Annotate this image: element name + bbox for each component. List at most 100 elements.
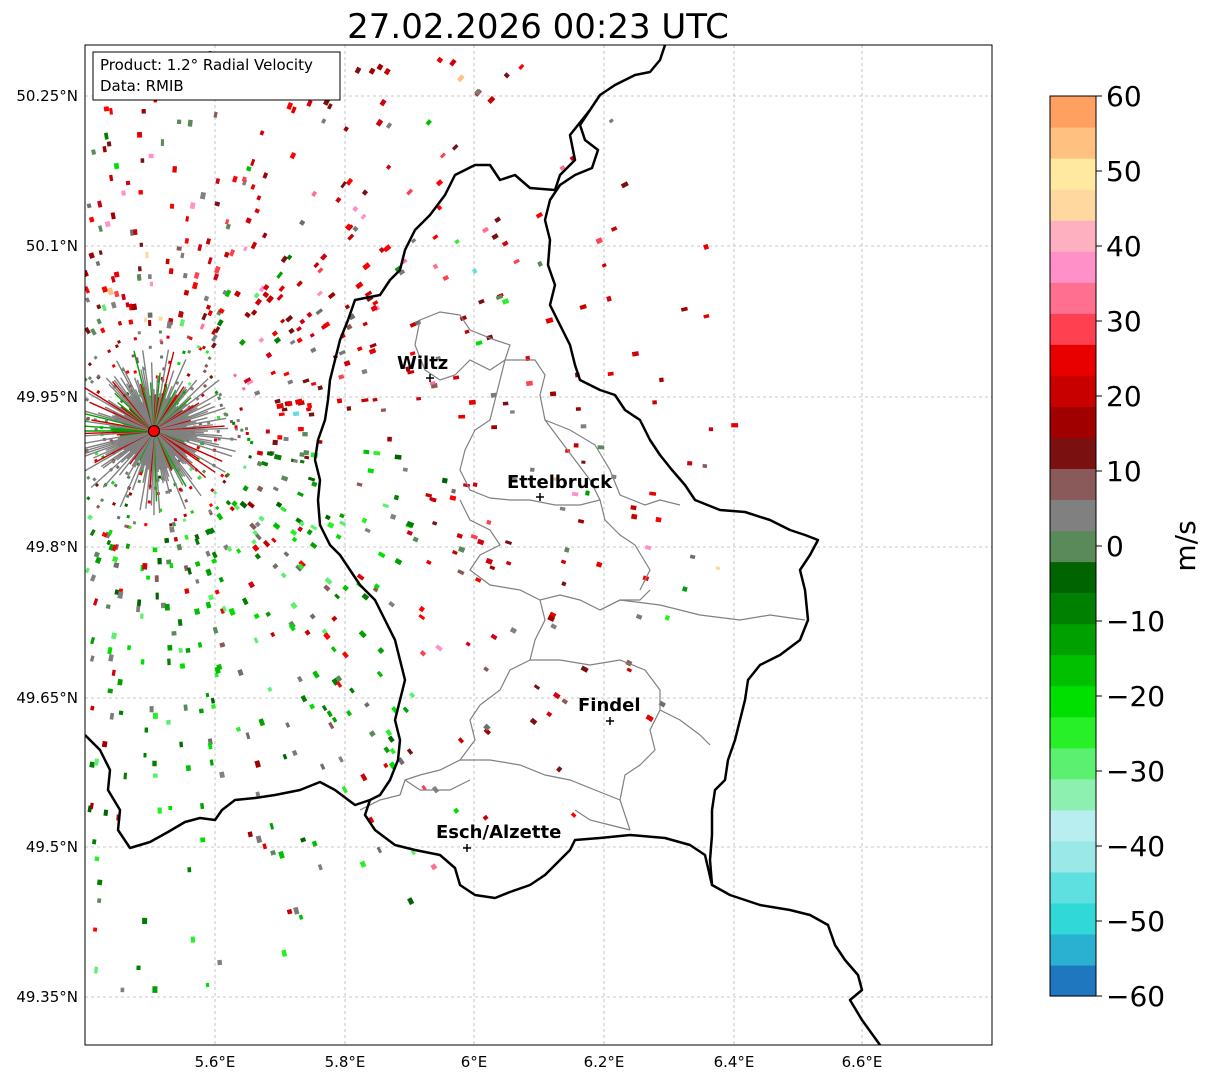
velocity-gate [340, 180, 347, 189]
velocity-gate [86, 475, 91, 480]
velocity-gate [509, 627, 518, 634]
velocity-gate [127, 645, 132, 651]
map-panel: Wiltz Ettelbruck Findel Esch/Alzette Produc… [16, 44, 993, 1071]
info-box-frame [92, 51, 341, 101]
colorbar-tick-label: 0 [1106, 530, 1124, 563]
velocity-gate [364, 701, 370, 708]
velocity-gate [225, 223, 231, 230]
velocity-gate [311, 190, 318, 197]
velocity-gate [483, 666, 490, 673]
velocity-gate [364, 290, 373, 298]
colorbar-tick-label: −10 [1106, 605, 1165, 638]
velocity-gate [259, 130, 265, 136]
velocity-gate [214, 589, 220, 595]
velocity-gate [172, 166, 178, 173]
velocity-gate [87, 362, 93, 367]
velocity-gate [155, 592, 159, 600]
colorbar-swatches [1050, 96, 1096, 997]
lat-tick-label: 50.25°N [16, 87, 78, 105]
velocity-gate [465, 641, 471, 647]
velocity-gate [199, 191, 207, 200]
velocity-gate [215, 178, 221, 185]
velocity-gate [205, 304, 212, 310]
velocity-gate [210, 488, 215, 493]
velocity-gate [89, 529, 96, 537]
velocity-gate [254, 298, 263, 306]
velocity-gate [331, 716, 338, 723]
velocity-gate [142, 917, 148, 925]
velocity-gate [470, 534, 478, 540]
velocity-gate [564, 547, 570, 553]
velocity-gate [272, 439, 278, 446]
velocity-gate [97, 200, 103, 208]
velocity-gate [147, 320, 152, 326]
velocity-gate [207, 356, 212, 361]
velocity-gate [181, 350, 186, 355]
velocity-gate [368, 67, 376, 75]
colorbar-swatch [1050, 127, 1096, 159]
velocity-gate [138, 189, 144, 195]
velocity-gate [402, 467, 408, 472]
velocity-gate [107, 529, 113, 536]
velocity-gate [316, 290, 323, 297]
velocity-gate [502, 401, 509, 406]
velocity-gate [194, 561, 201, 567]
canton-boundaries [359, 311, 806, 831]
velocity-gate [211, 558, 218, 564]
velocity-gate [250, 183, 256, 190]
velocity-gate [179, 663, 186, 669]
velocity-gate [309, 613, 316, 620]
velocity-gate [224, 413, 229, 417]
velocity-gate [89, 379, 95, 384]
velocity-gate [255, 791, 261, 797]
velocity-gate [202, 383, 208, 389]
velocity-gate [304, 629, 311, 636]
velocity-gate [245, 165, 252, 172]
velocity-gate [559, 165, 566, 171]
velocity-gate [187, 349, 192, 354]
velocity-gate [178, 487, 183, 492]
velocity-gate [173, 517, 178, 522]
velocity-gate [687, 461, 693, 466]
velocity-gate [644, 544, 652, 551]
velocity-gate [214, 672, 219, 678]
velocity-gate [346, 709, 353, 717]
velocity-gate [441, 477, 448, 484]
velocity-gate [252, 544, 260, 552]
velocity-gate [610, 226, 618, 232]
velocity-gate [649, 491, 657, 496]
velocity-gate [383, 762, 389, 769]
velocity-gate [90, 636, 96, 645]
velocity-gate [273, 454, 282, 461]
velocity-gate [703, 243, 710, 251]
velocity-gate [394, 454, 402, 460]
velocity-gate [410, 849, 416, 856]
velocity-gate [137, 331, 141, 335]
velocity-gate [286, 400, 293, 407]
velocity-gate [429, 381, 436, 386]
velocity-gate [265, 611, 272, 617]
velocity-gate [326, 521, 335, 529]
velocity-gate [244, 427, 249, 431]
colorbar-swatch [1050, 561, 1096, 594]
velocity-gate [310, 524, 318, 531]
velocity-gate [573, 443, 579, 448]
velocity-gate [218, 392, 223, 397]
velocity-gate [620, 181, 629, 189]
velocity-gate [111, 632, 117, 640]
velocity-gate [183, 289, 190, 296]
colorbar-swatch [1050, 716, 1096, 749]
velocity-gate [203, 295, 210, 302]
velocity-gate [407, 369, 415, 375]
velocity-gate [338, 374, 345, 380]
velocity-gate [250, 158, 256, 167]
velocity-gate [216, 319, 224, 327]
velocity-gate [94, 856, 100, 862]
velocity-gate [306, 529, 313, 536]
velocity-gate [94, 556, 102, 564]
velocity-gate [235, 726, 241, 732]
velocity-gate [283, 371, 290, 377]
velocity-gate [290, 106, 297, 114]
velocity-gate [323, 584, 331, 592]
